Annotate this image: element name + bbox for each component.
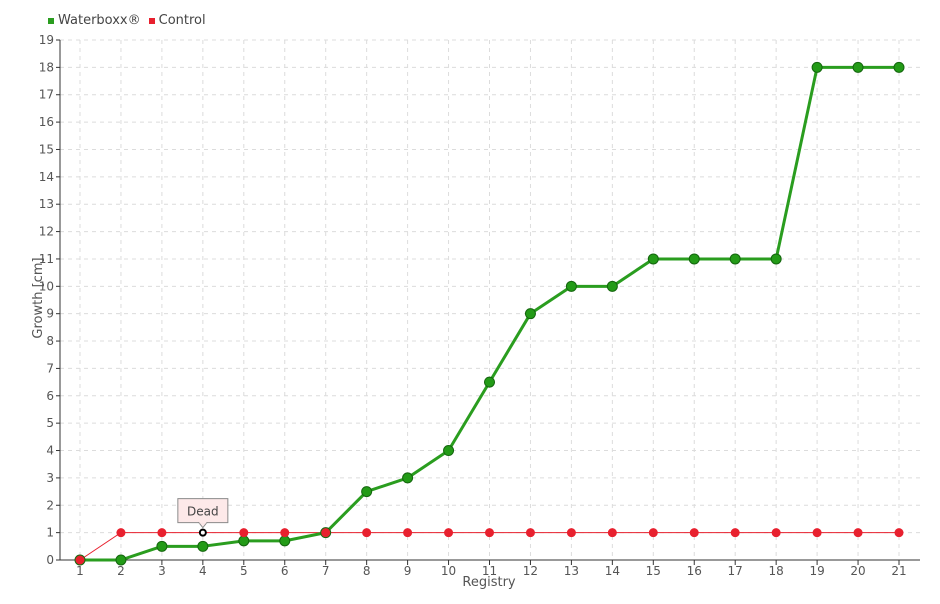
x-tick-label: 8 (363, 564, 371, 578)
y-tick-label: 5 (46, 416, 54, 430)
legend: Waterboxx® Control (48, 13, 214, 28)
y-tick-label: 1 (46, 526, 54, 540)
control-point[interactable] (566, 528, 576, 538)
control-point[interactable] (157, 528, 167, 538)
waterboxx-point[interactable] (893, 61, 905, 73)
waterboxx-point[interactable] (606, 280, 618, 292)
legend-swatch-control (148, 17, 155, 24)
y-tick-label: 18 (39, 60, 54, 74)
legend-swatch-waterboxx (48, 17, 54, 24)
control-point[interactable] (116, 528, 126, 538)
x-tick-label: 2 (117, 564, 125, 578)
control-point[interactable] (730, 528, 740, 538)
control-point[interactable] (362, 528, 372, 538)
legend-item-waterboxx[interactable]: Waterboxx® (48, 13, 141, 28)
waterboxx-point[interactable] (484, 376, 495, 388)
control-point[interactable] (689, 528, 699, 538)
annotation-box (177, 498, 229, 524)
waterboxx-point[interactable] (156, 540, 168, 552)
x-axis-label: Registry (462, 575, 516, 590)
y-tick-label: 19 (39, 33, 54, 47)
waterboxx-point[interactable] (279, 535, 291, 547)
waterboxx-point[interactable] (852, 61, 864, 73)
x-tick-label: 13 (564, 564, 579, 578)
x-tick-label: 3 (158, 564, 166, 578)
annotation-label: Dead (187, 505, 219, 519)
waterboxx-point[interactable] (402, 472, 414, 484)
y-tick-label: 7 (46, 361, 54, 375)
y-tick-label: 0 (46, 553, 54, 567)
x-tick-label: 14 (605, 564, 620, 578)
control-point[interactable] (853, 528, 863, 538)
x-tick-label: 9 (404, 564, 412, 578)
y-tick-label: 10 (39, 279, 54, 293)
x-tick-label: 1 (76, 564, 84, 578)
waterboxx-point[interactable] (565, 280, 577, 292)
y-tick-label: 11 (39, 252, 54, 266)
waterboxx-point[interactable] (770, 253, 782, 265)
control-point[interactable] (198, 528, 207, 537)
legend-label-control: Control (158, 13, 206, 28)
waterboxx-point[interactable] (361, 486, 373, 498)
x-tick-label: 12 (523, 564, 538, 578)
control-point[interactable] (403, 528, 413, 538)
x-tick-label: 11 (482, 564, 497, 578)
waterboxx-point[interactable] (197, 540, 209, 552)
y-tick-label: 8 (46, 334, 54, 348)
grid (60, 39, 920, 560)
y-tick-label: 16 (39, 115, 54, 129)
control-point[interactable] (648, 528, 658, 538)
waterboxx-point[interactable] (115, 554, 127, 566)
control-point[interactable] (894, 528, 904, 538)
x-tick-label: 10 (441, 564, 456, 578)
x-tick-label: 17 (728, 564, 743, 578)
y-tick-label: 6 (46, 389, 54, 403)
waterboxx-point[interactable] (647, 253, 659, 265)
y-tick-label: 4 (46, 444, 54, 458)
annotation-layer: Dead (177, 498, 229, 529)
y-tick-label: 9 (46, 307, 54, 321)
control-point[interactable] (321, 528, 331, 538)
waterboxx-point[interactable] (729, 253, 741, 265)
control-point[interactable] (444, 528, 454, 538)
waterboxx-point[interactable] (238, 535, 250, 547)
y-tick-label: 13 (39, 197, 54, 211)
y-axis-label: Growth [cm] (31, 257, 46, 338)
control-point[interactable] (607, 528, 617, 538)
control-point[interactable] (239, 528, 249, 538)
control-point[interactable] (75, 555, 85, 565)
x-tick-label: 4 (199, 564, 207, 578)
y-tick-label: 2 (46, 498, 54, 512)
y-tick-label: 17 (39, 88, 54, 102)
x-tick-label: 18 (769, 564, 784, 578)
control-point[interactable] (280, 528, 290, 538)
control-point[interactable] (812, 528, 822, 538)
x-tick-label: 7 (322, 564, 330, 578)
x-tick-label: 21 (891, 564, 906, 578)
control-point[interactable] (525, 528, 535, 538)
x-tick-label: 19 (809, 564, 824, 578)
legend-label-waterboxx: Waterboxx® (58, 13, 141, 28)
control-point[interactable] (771, 528, 781, 538)
series-layer (74, 61, 905, 566)
waterboxx-point[interactable] (443, 445, 455, 457)
x-tick-label: 15 (646, 564, 661, 578)
x-tick-label: 5 (240, 564, 248, 578)
x-tick-label: 6 (281, 564, 289, 578)
y-tick-label: 14 (39, 170, 54, 184)
legend-item-control[interactable]: Control (148, 13, 206, 28)
x-tick-label: 20 (850, 564, 865, 578)
control-point[interactable] (485, 528, 494, 538)
waterboxx-point[interactable] (811, 61, 823, 73)
y-tick-label: 12 (39, 225, 54, 239)
x-tick-label: 16 (687, 564, 702, 578)
waterboxx-point[interactable] (524, 308, 536, 320)
y-tick-label: 3 (46, 471, 54, 485)
waterboxx-point[interactable] (688, 253, 700, 265)
y-tick-label: 15 (39, 142, 54, 156)
